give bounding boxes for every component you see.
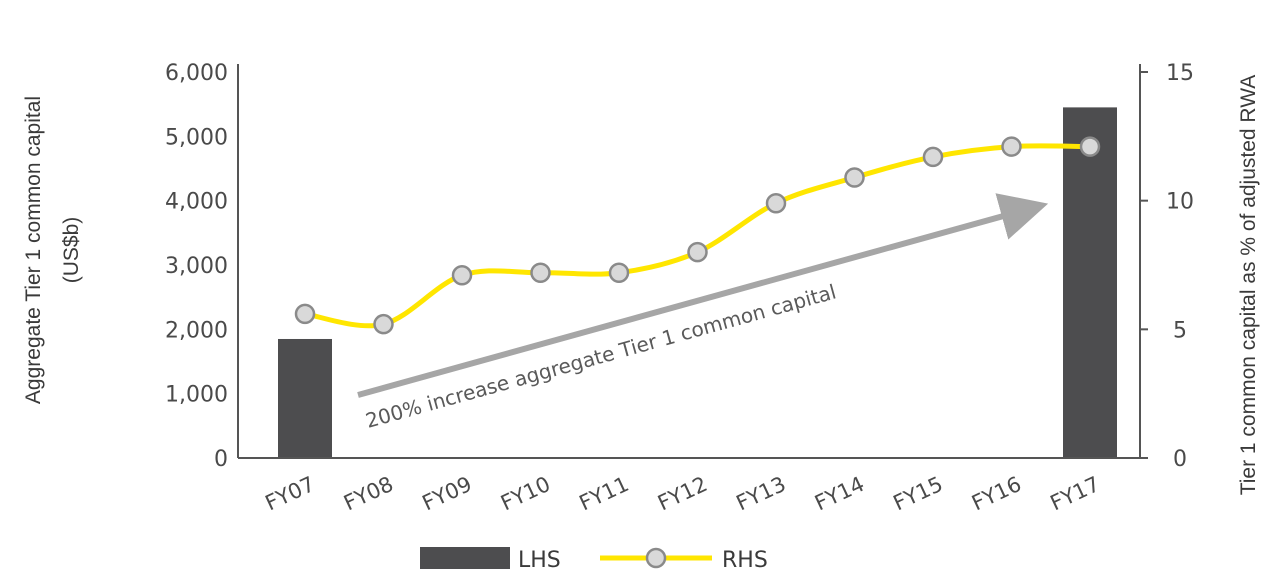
right-tick-label: 5 (1173, 318, 1187, 343)
rhs-point-fy08 (373, 313, 394, 335)
left-tick-label: 0 (214, 447, 228, 472)
legend: LHS RHS (420, 547, 768, 573)
x-tick-label: FY12 (654, 472, 711, 516)
bar-fy17 (1063, 107, 1117, 458)
rhs-point-fy12 (687, 241, 708, 263)
right-tick-label: 10 (1166, 190, 1194, 215)
x-tick-label: FY13 (733, 472, 790, 516)
rhs-point-fy14 (844, 167, 865, 188)
rhs-point-fy15 (922, 146, 944, 168)
right-axis-title: Tier 1 common capital as % of adjusted R… (1237, 75, 1260, 496)
line-series (294, 136, 1101, 335)
x-tick-label: FY16 (968, 472, 1025, 516)
left-tick-label: 5,000 (165, 125, 228, 150)
axes (237, 64, 1148, 459)
x-tick-label: FY09 (419, 472, 476, 516)
left-tick-label: 4,000 (165, 190, 228, 215)
rhs-point-fy17 (1079, 136, 1101, 157)
right-tick-label: 0 (1173, 447, 1187, 472)
x-tick-label: FY07 (262, 472, 319, 516)
legend-rhs-marker (645, 547, 667, 569)
rhs-point-fy11 (608, 262, 630, 283)
x-tick-label: FY17 (1047, 472, 1104, 516)
x-tick-label: FY08 (340, 472, 397, 516)
left-tick-label: 2,000 (165, 318, 228, 343)
x-tick-label: FY15 (890, 472, 947, 516)
axis-titles: Aggregate Tier 1 common capital (US$b) Tie… (22, 75, 1260, 496)
annotation-text: 200% increase aggregate Tier 1 common ca… (363, 280, 839, 433)
legend-rhs-label: RHS (722, 548, 768, 573)
left-axis-title: Aggregate Tier 1 common capital (22, 96, 45, 404)
left-axis-title-unit: (US$b) (60, 217, 83, 284)
legend-lhs-swatch (420, 547, 510, 569)
right-tick-label: 15 (1166, 61, 1194, 86)
rhs-point-fy13 (765, 192, 787, 214)
left-tick-label: 6,000 (165, 61, 228, 86)
rhs-point-fy10 (530, 262, 551, 283)
bar-fy07 (278, 338, 332, 458)
rhs-point-fy07 (294, 303, 316, 325)
increase-arrow (357, 193, 1049, 398)
bar-series (278, 107, 1117, 458)
left-tick-label: 1,000 (165, 383, 228, 408)
x-tick-label: FY10 (497, 472, 554, 516)
rhs-point-fy16 (1001, 136, 1022, 157)
annotation-layer: 200% increase aggregate Tier 1 common ca… (357, 193, 1049, 433)
x-tick-label: FY14 (811, 472, 868, 516)
rhs-point-fy09 (451, 265, 473, 286)
x-tick-label: FY11 (576, 472, 633, 516)
left-tick-label: 3,000 (165, 254, 228, 279)
legend-lhs-label: LHS (518, 548, 561, 573)
